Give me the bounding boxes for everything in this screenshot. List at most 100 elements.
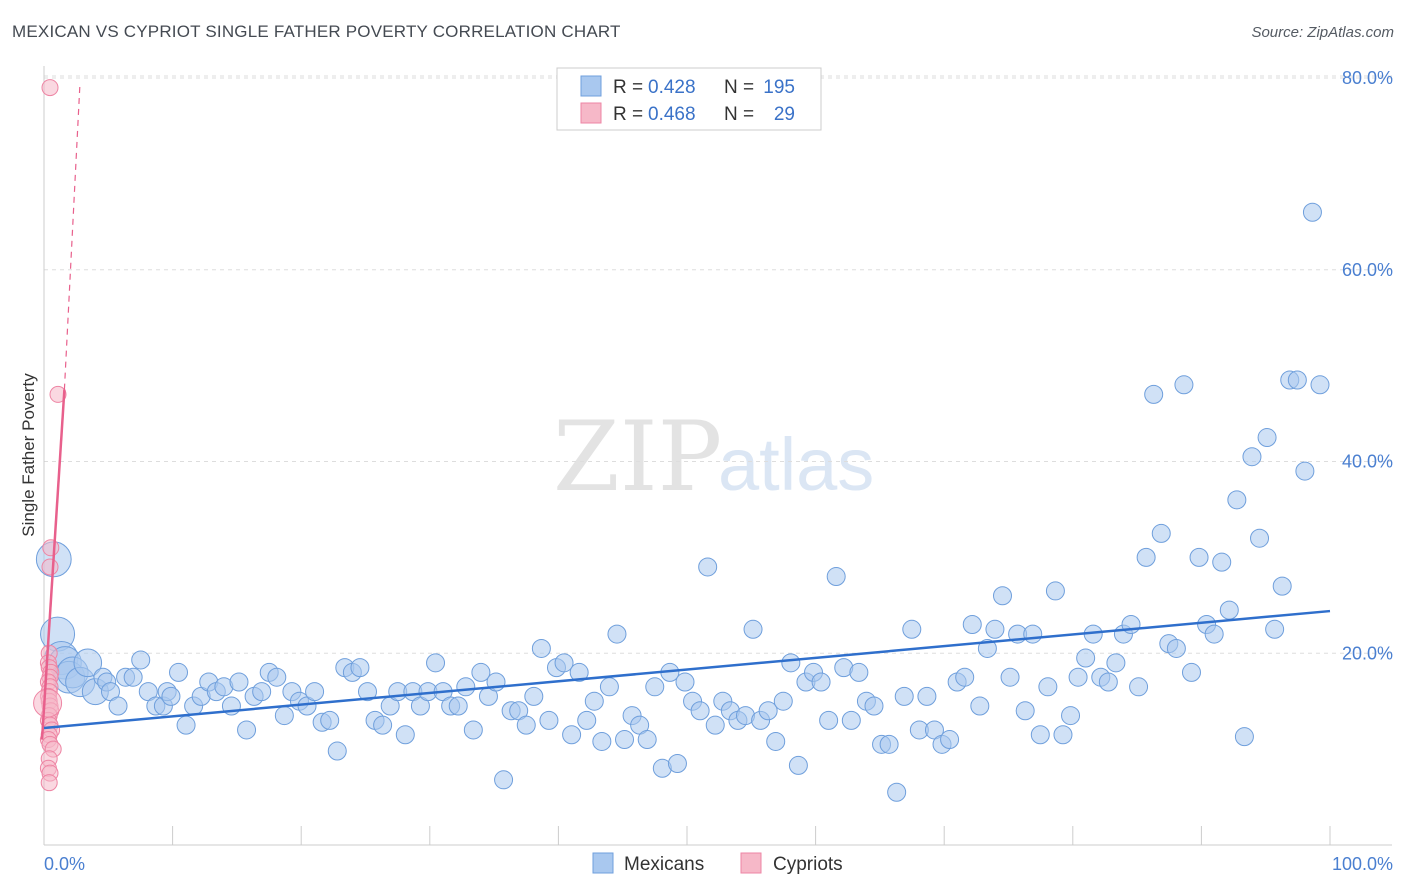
legend-r-label-2: R =	[613, 104, 643, 125]
mexicans-point	[554, 653, 574, 673]
mexicans-point	[879, 734, 899, 754]
y-tick-labels: 20.0% 40.0% 60.0% 80.0%	[1342, 68, 1393, 663]
mexicans-point	[131, 650, 151, 670]
mexicans-point	[1045, 581, 1065, 601]
cypriots-point	[41, 558, 59, 576]
mexicans-point	[1310, 375, 1330, 395]
mexicans-point	[864, 696, 884, 716]
mexicans-point	[108, 696, 128, 716]
mexicans-point	[705, 715, 725, 735]
cypriots-point	[33, 688, 63, 718]
mexicans-point	[1129, 677, 1149, 697]
y-tick-label-80: 80.0%	[1342, 68, 1393, 88]
mexicans-point	[1038, 677, 1058, 697]
mexicans-point	[826, 567, 846, 587]
mexicans-point	[1257, 428, 1277, 448]
mexicans-point	[176, 715, 196, 735]
mexicans-point	[161, 686, 181, 706]
mexicans-point	[1181, 662, 1201, 682]
mexicans-point	[494, 770, 514, 790]
mexicans-point	[1272, 576, 1292, 596]
y-tick-label-60: 60.0%	[1342, 260, 1393, 280]
mexicans-point	[471, 662, 491, 682]
legend-r-value-2: 0.468	[648, 104, 696, 125]
mexicans-points	[35, 202, 1330, 802]
mexicans-point	[577, 710, 597, 730]
mexicans-point	[426, 653, 446, 673]
watermark: ZIP atlas	[553, 401, 874, 513]
bottom-legend-swatch-cypriots	[740, 852, 762, 874]
mexicans-point	[698, 557, 718, 577]
mexicans-point	[743, 619, 763, 639]
mexicans-point	[456, 677, 476, 697]
mexicans-point	[267, 667, 287, 687]
mexicans-point	[1015, 701, 1035, 721]
mexicans-point	[811, 672, 831, 692]
mexicans-point	[524, 686, 544, 706]
series-legend: Mexicans Cypriots	[592, 852, 843, 875]
mexicans-point	[773, 691, 793, 711]
mexicans-point	[1023, 624, 1043, 644]
mexicans-point	[667, 754, 687, 774]
mexicans-point	[985, 619, 1005, 639]
mexicans-point	[690, 701, 710, 721]
mexicans-point	[569, 662, 589, 682]
mexicans-point	[327, 741, 347, 761]
mexicans-point	[607, 624, 627, 644]
bottom-legend-mexicans: Mexicans	[624, 854, 704, 875]
mexicans-point	[841, 710, 861, 730]
watermark-atlas: atlas	[718, 423, 874, 506]
mexicans-point	[1068, 667, 1088, 687]
mexicans-trend-line	[43, 609, 1331, 730]
mexicans-point	[1287, 370, 1307, 390]
mexicans-point	[1302, 202, 1322, 222]
legend-n-value-2: 29	[774, 104, 795, 125]
mexicans-point	[962, 614, 982, 634]
mexicans-point	[305, 682, 325, 702]
mexicans-point	[448, 696, 468, 716]
mexicans-point	[887, 782, 907, 802]
mexicans-point	[1166, 638, 1186, 658]
bottom-legend-swatch-mexicans	[592, 852, 614, 874]
chart-title: MEXICAN VS CYPRIOT SINGLE FATHER POVERTY…	[12, 22, 621, 41]
mexicans-point	[395, 725, 415, 745]
mexicans-point	[1265, 619, 1285, 639]
cypriots-point	[41, 79, 59, 97]
legend-n-label-1: N =	[724, 77, 754, 98]
legend-n-label-2: N =	[724, 104, 754, 125]
bottom-legend-cypriots: Cypriots	[773, 854, 843, 875]
mexicans-point	[675, 672, 695, 692]
mexicans-point	[955, 667, 975, 687]
mexicans-point	[1000, 667, 1020, 687]
mexicans-point	[358, 682, 377, 702]
mexicans-point	[615, 730, 635, 750]
mexicans-point	[123, 667, 143, 687]
mexicans-point	[252, 682, 272, 702]
mexicans-point	[237, 720, 257, 740]
mexicans-point	[1174, 375, 1194, 395]
mexicans-point	[645, 677, 665, 697]
mexicans-point	[1076, 648, 1096, 668]
mexicans-point	[637, 730, 657, 750]
y-tick-label-20: 20.0%	[1342, 643, 1393, 663]
mexicans-point	[1098, 672, 1118, 692]
mexicans-point	[169, 662, 189, 682]
mexicans-point	[781, 653, 801, 673]
legend-r-label-1: R =	[613, 77, 643, 98]
mexicans-point	[849, 662, 869, 682]
mexicans-point	[1212, 552, 1232, 572]
mexicans-point	[788, 755, 808, 775]
mexicans-point	[1136, 547, 1156, 567]
cypriots-trend-line	[40, 389, 66, 740]
mexicans-point	[940, 730, 960, 750]
mexicans-point	[1295, 461, 1315, 481]
mexicans-point	[970, 696, 990, 716]
cypriots-point	[42, 539, 60, 557]
cypriots-trend-extension	[63, 82, 81, 390]
mexicans-point	[1030, 725, 1050, 745]
mexicans-point	[274, 706, 294, 726]
x-tick-label-max: 100.0%	[1332, 854, 1393, 874]
cypriots-point	[49, 385, 67, 403]
trend-lines	[40, 82, 1331, 740]
